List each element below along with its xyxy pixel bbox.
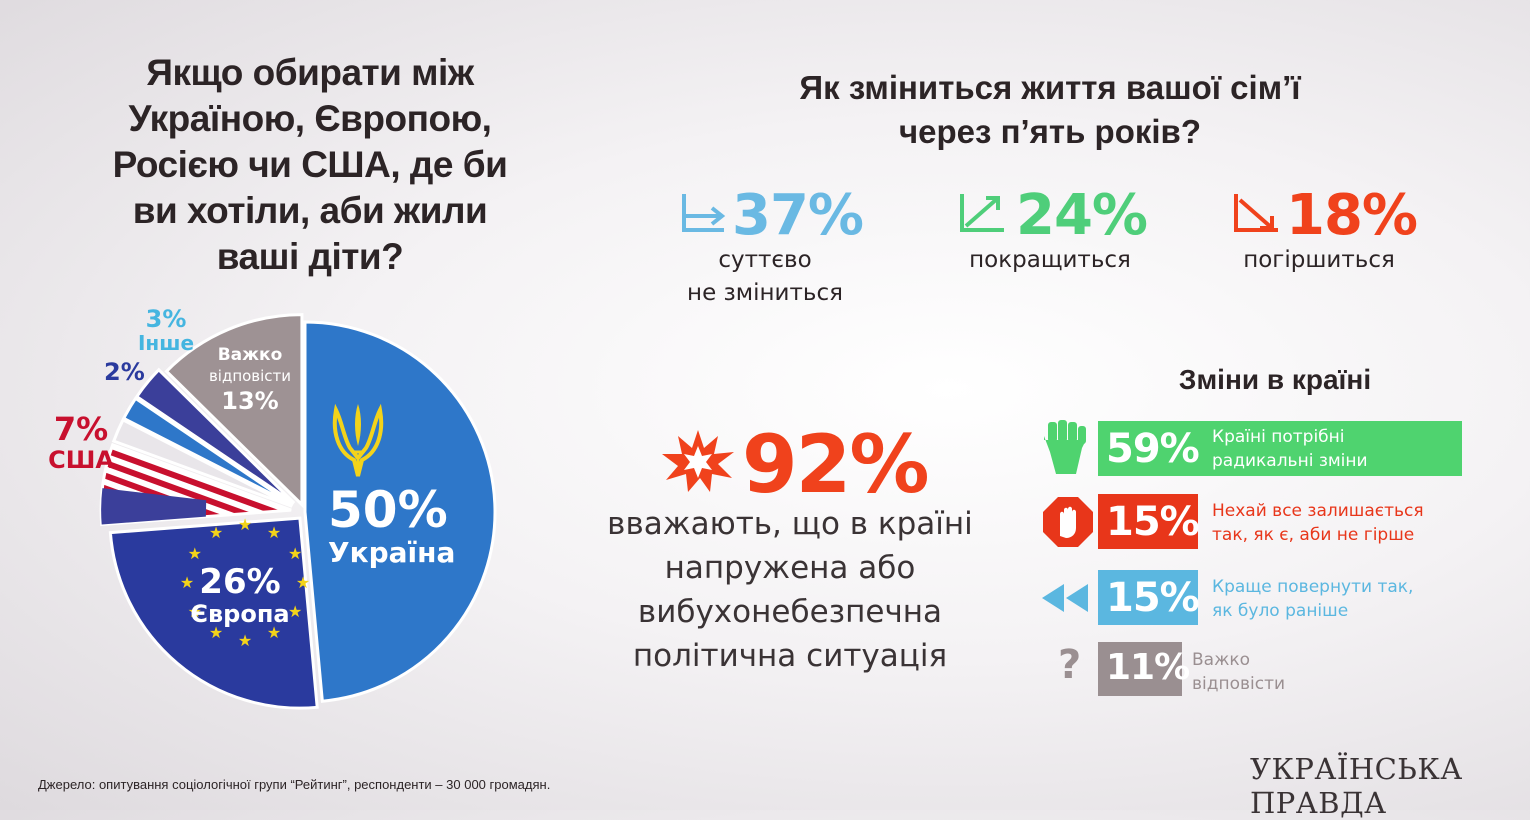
change-row-text-line2: відповісти: [1192, 674, 1286, 694]
pie-slice-1: [108, 516, 319, 710]
change-row-text-line2: як було раніше: [1212, 601, 1349, 621]
eu-star-icon: ★: [180, 573, 194, 592]
family-stat-label: покращиться: [969, 247, 1131, 273]
tension-text-line2: напружена або: [664, 550, 916, 586]
pie-label-europe: 26% Європа: [180, 564, 300, 628]
tension-text: вважають, що в країні напружена або вибу…: [560, 502, 1020, 678]
family-stat-label-line1: суттєво: [718, 247, 812, 273]
pie-label-ukraine-name: Україна: [328, 536, 456, 569]
pie-slice-0: [303, 320, 497, 703]
pie-label-other3-value: 3%: [145, 305, 187, 333]
pie-label-hard-line1: Важко: [217, 345, 283, 365]
explosion-icon: [662, 430, 734, 492]
pie-label-europe-name: Європа: [190, 600, 290, 628]
eu-star-icon: ★: [288, 602, 302, 621]
pie-chart: ★ ★ ★ ★ ★ ★ ★ ★ ★ ★ ★ ★: [99, 313, 497, 710]
family-stat-label-line2: не зміниться: [687, 280, 843, 306]
change-row-text: Країні потрібні радикальні зміни: [1212, 425, 1368, 473]
change-row-value: 15%: [1106, 499, 1200, 545]
eu-star-icon: ★: [296, 573, 310, 592]
pie-label-other3: 3% Інше: [136, 306, 196, 354]
pie-label-usa-value: 7%: [53, 410, 109, 448]
change-row-text-line1: Країні потрібні: [1212, 427, 1345, 447]
raised-fist-icon: [1044, 420, 1086, 474]
eu-star-icon: ★: [288, 544, 302, 563]
pie-label-ukraine-value: 50%: [328, 481, 448, 539]
trident-icon: [332, 403, 384, 477]
pie-slices: ★ ★ ★ ★ ★ ★ ★ ★ ★ ★ ★ ★: [99, 313, 497, 710]
up-trend-icon: [960, 194, 1004, 232]
change-row-4: 11%: [1098, 642, 1190, 696]
eu-star-icon: ★: [188, 544, 202, 563]
right-question-line1: Як зміниться життя вашої сім’ї: [799, 69, 1301, 106]
change-row-text-line1: Важко: [1192, 650, 1251, 670]
left-question-title: Якщо обирати між Україною, Європою, Росі…: [112, 52, 508, 277]
family-stat-value: 18%: [1286, 183, 1418, 248]
eu-star-icon: ★: [209, 523, 223, 542]
question-icon: ?: [1058, 642, 1082, 688]
pie-slice-6: [164, 313, 304, 509]
pie-slice-3: [111, 417, 293, 508]
pie-slice-5: [134, 367, 296, 505]
pie-label-usa: 7% США: [46, 412, 116, 474]
down-trend-icon: [1234, 194, 1278, 232]
change-row-2: 15%: [1098, 494, 1200, 549]
tension-text-line4: політична ситуація: [632, 638, 948, 674]
stop-hand-icon: [1043, 497, 1093, 547]
change-row-value: 11%: [1106, 647, 1190, 688]
pie-label-europe-value: 26%: [199, 562, 281, 602]
source-note: Джерело: опитування соціологічної групи …: [38, 777, 551, 792]
eu-star-icon: ★: [188, 602, 202, 621]
family-stat-value: 24%: [1016, 183, 1148, 248]
eu-star-icon: ★: [267, 523, 281, 542]
change-row-value: 59%: [1106, 426, 1200, 472]
change-row-text-line1: Краще повернути так,: [1212, 577, 1414, 597]
family-stat-value: 37%: [732, 183, 864, 248]
pie-label-usa-name: США: [48, 446, 114, 474]
pie-label-other2: 2%: [104, 358, 145, 386]
change-row-text: Нехай все залишається так, як є, аби не …: [1212, 499, 1424, 547]
family-stat-label: суттєво не зміниться: [660, 244, 870, 310]
pie-slice-4: [121, 396, 294, 507]
change-row-text: Важко відповісти: [1192, 648, 1285, 696]
changes-title: Зміни в країні: [1178, 364, 1372, 395]
pie-label-hard: Важко відповісти 13%: [200, 344, 300, 416]
right-question-line2: через п’ять років?: [898, 113, 1201, 150]
pie-label-ukraine: 50% Україна: [328, 484, 455, 570]
pie-label-hard-value: 13%: [221, 387, 279, 415]
pie-label-other3-name: Інше: [137, 331, 195, 355]
change-row-1: 59% Країні потрібні радикальні зміни: [1098, 421, 1462, 476]
change-row-value: 15%: [1106, 575, 1200, 621]
family-stat-label: погіршиться: [1243, 247, 1395, 273]
right-question-title: Як зміниться життя вашої сім’ї через п’я…: [700, 66, 1400, 154]
change-row-text-line2: радикальні зміни: [1212, 451, 1368, 471]
eu-star-icon: ★: [238, 515, 252, 534]
pie-label-hard-line2: відповісти: [208, 367, 292, 385]
rewind-icon: [1042, 584, 1088, 612]
usa-flag-canton: [101, 488, 207, 525]
eu-star-icon: ★: [209, 623, 223, 642]
change-row-text: Краще повернути так, як було раніше: [1212, 575, 1413, 623]
tension-text-line3: вибухонебезпечна: [637, 594, 943, 630]
eu-star-icon: ★: [238, 631, 252, 650]
eu-star-icon: ★: [267, 623, 281, 642]
change-row-text-line1: Нехай все залишається: [1212, 501, 1424, 521]
change-row-3: 15%: [1098, 570, 1200, 625]
change-row-text-line2: так, як є, аби не гірше: [1212, 525, 1415, 545]
tension-value: 92%: [742, 418, 929, 511]
tension-text-line1: вважають, що в країні: [607, 506, 973, 542]
flat-trend-icon: [682, 194, 726, 232]
